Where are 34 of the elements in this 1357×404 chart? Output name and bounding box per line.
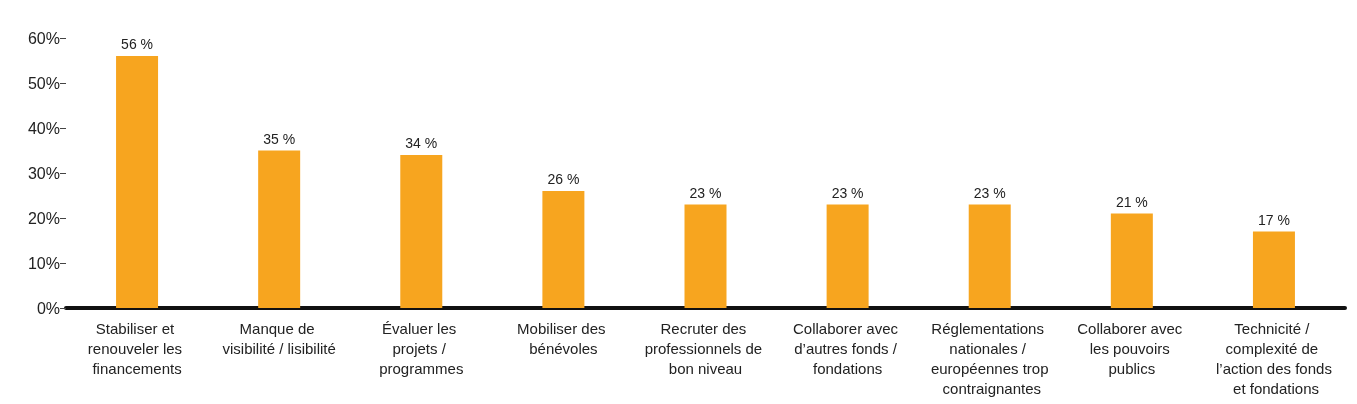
- x-tick-label: Réglementations nationales / européennes trop contraignantes: [930, 319, 1049, 397]
- x-tick-label: Stabiliser et renouveler les financements: [87, 319, 187, 377]
- bar: [1252, 231, 1295, 308]
- bar: [116, 56, 159, 308]
- bar: [400, 155, 443, 308]
- data-label: 17 %: [1257, 211, 1290, 228]
- bar: [1110, 213, 1153, 308]
- x-tick-label: Évaluer les projets / programmes: [379, 319, 464, 377]
- data-label: 23 %: [689, 184, 722, 201]
- x-tick-label: Collaborer avec d’autres fonds / fondations: [793, 319, 903, 377]
- y-tick-label: 50%: [27, 74, 60, 92]
- data-label: 35 %: [263, 130, 296, 147]
- data-label: 23 %: [831, 184, 864, 201]
- y-tick-label: 20%: [27, 209, 60, 227]
- data-label: 34 %: [405, 135, 438, 151]
- x-tick-label: Mobiliser des bénévoles: [517, 319, 610, 357]
- data-label: 21 %: [1115, 193, 1148, 210]
- bar: [968, 204, 1011, 308]
- x-tick-label: Technicité / complexité de l’action des fonds et fondations: [1215, 319, 1332, 397]
- x-tick-label: Collaborer avec les pouvoirs publics: [1077, 319, 1187, 377]
- y-tick-label: 0%: [36, 299, 60, 317]
- y-tick-label: 30%: [27, 164, 60, 182]
- data-label: 26 %: [547, 171, 580, 187]
- y-tick-label: 40%: [27, 119, 60, 137]
- x-tick-label: Manque de visibilité / lisibilité: [222, 319, 336, 357]
- bar: [826, 204, 869, 308]
- y-tick-label: 60%: [27, 29, 60, 47]
- bar: [684, 204, 727, 308]
- bar: [542, 191, 585, 308]
- bar: [258, 150, 301, 308]
- x-tick-label: Recruter des professionnels de bon niveau: [644, 319, 767, 377]
- data-label: 23 %: [973, 184, 1006, 201]
- y-tick-label: 10%: [27, 254, 60, 272]
- data-label: 56 %: [121, 36, 154, 52]
